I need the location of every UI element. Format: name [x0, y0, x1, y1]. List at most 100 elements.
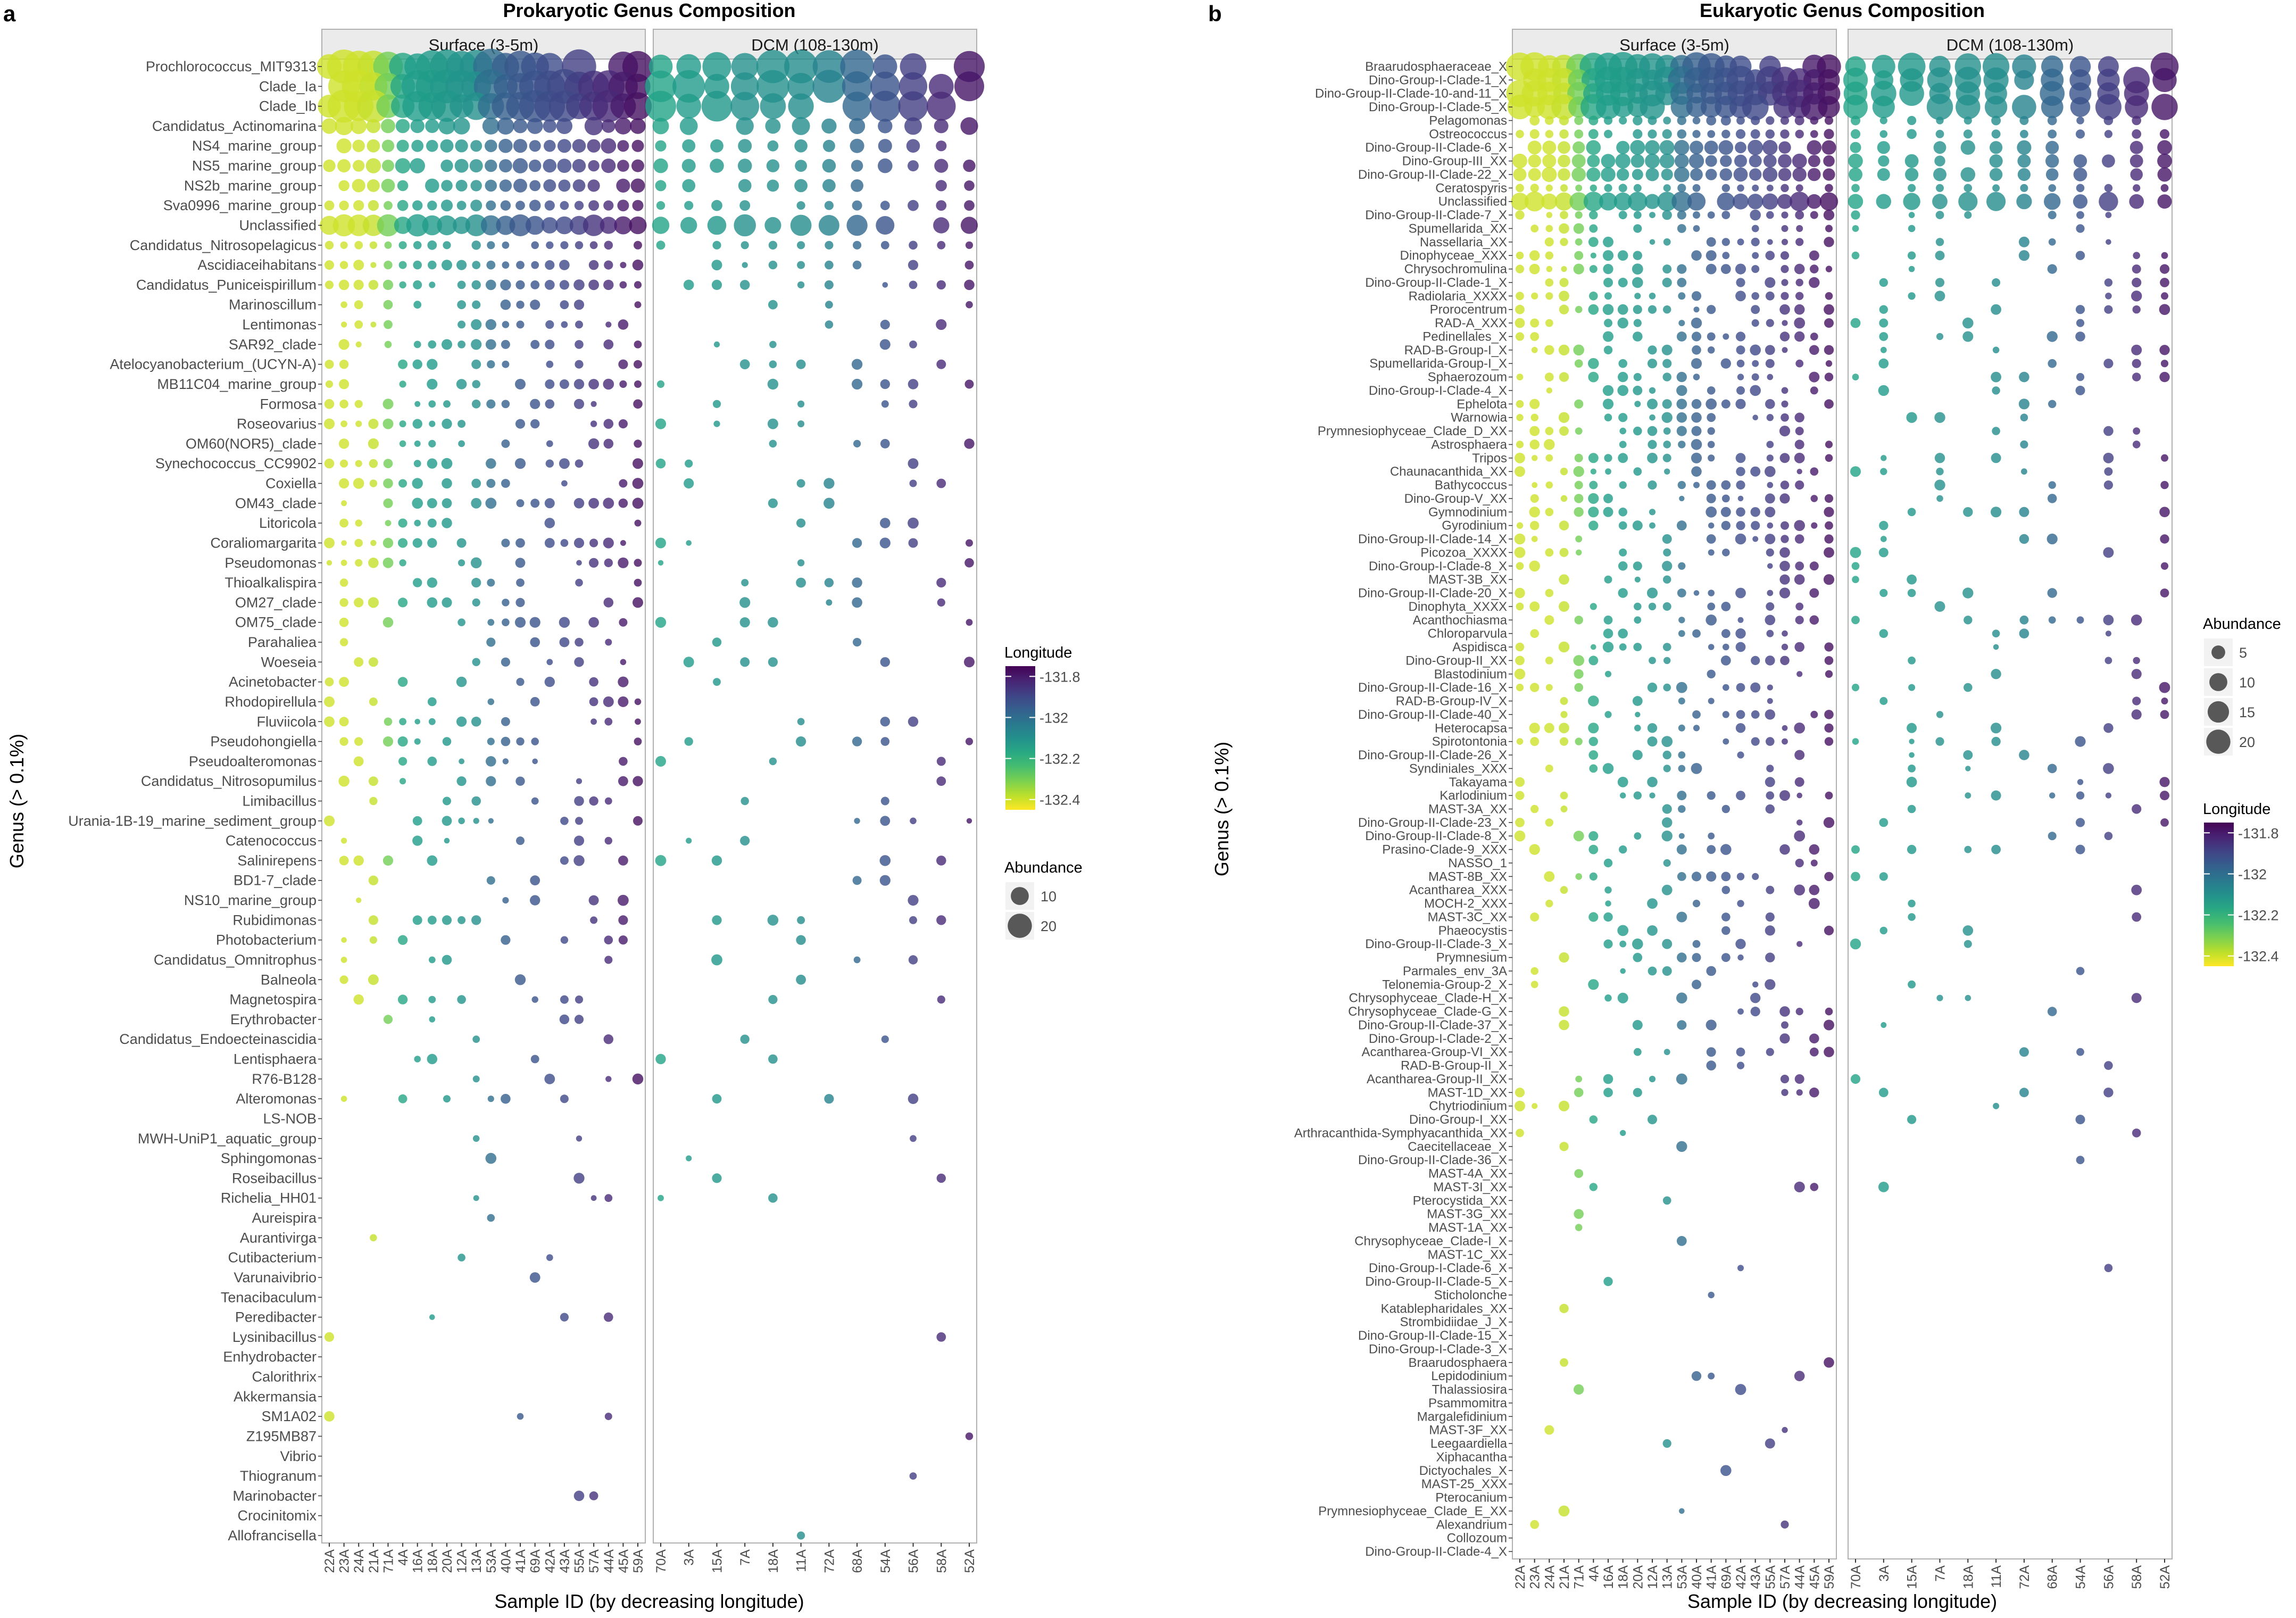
data-point: [1781, 184, 1789, 193]
data-point: [1634, 602, 1642, 611]
data-point: [1618, 508, 1627, 517]
data-point: [796, 736, 806, 747]
y-tick-label: MAST-25_XXX: [1421, 1477, 1507, 1491]
data-point: [1633, 319, 1642, 327]
data-point: [545, 260, 555, 270]
data-point: [1782, 738, 1788, 745]
data-point: [618, 776, 628, 786]
y-tick-label: Chloroparvula: [1428, 627, 1508, 641]
x-tick-label: 70A: [654, 1549, 669, 1573]
data-point: [1934, 155, 1945, 167]
data-point: [1676, 331, 1687, 342]
facet-label: Surface (3-5m): [1619, 36, 1729, 54]
data-point: [937, 995, 945, 1004]
y-tick-label: Psammomitra: [1428, 1396, 1508, 1410]
data-point: [1634, 576, 1641, 583]
data-point: [1649, 1075, 1656, 1083]
data-point: [1779, 493, 1790, 504]
data-point: [604, 717, 613, 726]
data-point: [1706, 493, 1716, 503]
y-tick-label: Prymnesiophyceae_Clade_D_XX: [1318, 424, 1507, 438]
data-point: [1589, 1183, 1598, 1191]
y-tick-label: OM27_clade: [235, 594, 317, 610]
data-point: [1529, 399, 1540, 409]
data-point: [339, 677, 349, 687]
y-tick-label: Candidatus_Nitrosopelagicus: [130, 237, 317, 253]
data-point: [1692, 980, 1701, 990]
data-point: [1991, 736, 2001, 746]
y-tick-label: Enhydrobacter: [223, 1349, 317, 1365]
data-point: [1633, 643, 1642, 651]
data-point: [680, 217, 697, 234]
data-point: [1904, 154, 1919, 168]
data-point: [1720, 1465, 1732, 1476]
data-point: [2159, 345, 2170, 355]
data-point: [456, 379, 467, 389]
y-tick-label: MAST-1C_XX: [1428, 1248, 1507, 1262]
data-point: [2021, 468, 2027, 475]
panel-title: Prokaryotic Genus Composition: [503, 0, 795, 21]
data-point: [1649, 657, 1656, 665]
data-point: [1583, 192, 1603, 212]
data-point: [486, 279, 496, 291]
data-point: [442, 737, 452, 746]
data-point: [2048, 832, 2057, 841]
x-tick-label: 22A: [322, 1549, 337, 1573]
data-point: [425, 119, 439, 133]
data-point: [427, 916, 437, 925]
data-point: [1647, 682, 1658, 693]
data-point: [1677, 480, 1686, 489]
data-point: [1707, 305, 1716, 314]
legend-point: [1011, 887, 1029, 905]
data-point: [502, 897, 509, 904]
y-axis-title: Genus (> 0.1%): [6, 734, 28, 868]
colorbar-tick-label: -132.4: [1039, 792, 1080, 808]
data-point: [880, 201, 890, 211]
data-point: [2132, 305, 2141, 314]
data-point: [354, 320, 363, 329]
data-point: [1779, 574, 1790, 585]
data-point: [1545, 508, 1554, 517]
x-tick-label: 42A: [543, 1549, 558, 1573]
data-point: [1589, 480, 1598, 489]
data-point: [739, 200, 751, 211]
data-point: [438, 118, 455, 135]
data-point: [710, 159, 724, 173]
data-point: [1664, 468, 1670, 475]
y-tick-label: Urania-1B-19_marine_sediment_group: [68, 813, 317, 829]
data-point: [1879, 305, 1888, 314]
data-point: [605, 638, 612, 646]
data-point: [501, 400, 510, 409]
data-point: [1691, 452, 1702, 463]
data-point: [1511, 193, 1529, 211]
data-point: [909, 280, 918, 289]
y-tick-label: Salinirepens: [237, 852, 317, 868]
legend-point: [2206, 729, 2231, 754]
data-point: [1516, 522, 1524, 529]
data-point: [456, 776, 467, 786]
data-point: [1516, 130, 1524, 138]
data-point: [573, 855, 585, 866]
data-point: [1634, 832, 1642, 840]
data-point: [966, 301, 973, 309]
data-point: [2132, 372, 2141, 381]
data-point: [1662, 1439, 1671, 1448]
data-point: [879, 339, 891, 350]
data-point: [1766, 791, 1775, 800]
data-point: [603, 1034, 614, 1044]
data-point: [619, 479, 628, 488]
data-point: [1991, 453, 2001, 463]
data-point: [1514, 830, 1526, 842]
data-point: [1692, 710, 1701, 719]
data-point: [740, 657, 750, 667]
y-tick-label: Varunaivibrio: [234, 1269, 317, 1285]
y-tick-label: Fluviicola: [256, 713, 317, 729]
data-point: [823, 478, 835, 489]
y-tick-label: Calorithrix: [252, 1369, 317, 1385]
data-point: [1905, 168, 1919, 181]
data-point: [355, 519, 362, 527]
data-point: [1515, 818, 1525, 827]
data-point: [2095, 94, 2122, 120]
data-point: [904, 117, 922, 135]
data-point: [2102, 154, 2115, 168]
